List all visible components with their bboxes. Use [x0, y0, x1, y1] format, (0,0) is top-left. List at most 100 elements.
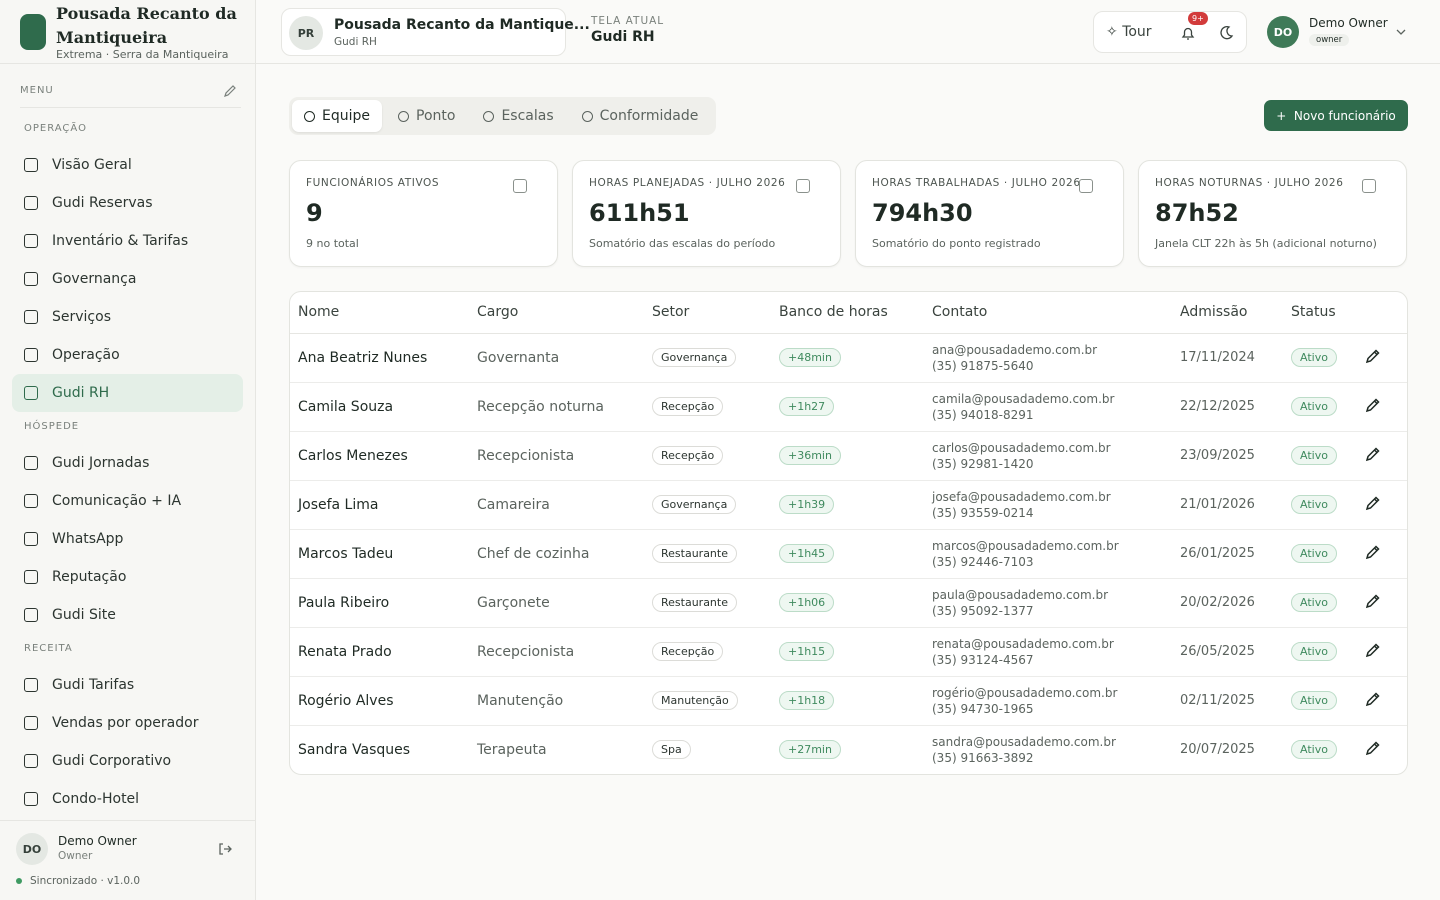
nav-item[interactable]: Serviços [12, 298, 243, 336]
sector-badge: Governança [652, 348, 737, 367]
theme-icon[interactable] [1218, 25, 1234, 41]
employees-table: Nome Cargo Setor Banco de horas Contato Admis… [290, 292, 1407, 774]
property-switcher[interactable]: PR Pousada Recanto da Mantique... Gudi R… [281, 8, 590, 56]
edit-icon[interactable] [1365, 691, 1381, 707]
employee-email: rogério@pousadademo.com.br [932, 685, 1118, 700]
nav-item[interactable]: WhatsApp [12, 520, 243, 558]
bank-cell: +1h27 [771, 382, 924, 432]
admission-cell: 20/02/2026 [1172, 578, 1283, 628]
nav-icon [24, 456, 38, 470]
edit-icon[interactable] [1365, 495, 1381, 511]
employee-role: Recepcionista [477, 447, 575, 464]
nav-item[interactable]: Gudi Reservas [12, 184, 243, 222]
admission-cell: 26/05/2025 [1172, 627, 1283, 677]
action-cell [1351, 382, 1407, 432]
employee-name: Paula Ribeiro [298, 594, 390, 611]
employee-name: Marcos Tadeu [298, 545, 394, 562]
nav-icon [24, 234, 38, 248]
action-cell [1351, 529, 1407, 579]
nav-item[interactable]: Operação [12, 336, 243, 374]
chevron[interactable] [1396, 27, 1406, 37]
contact-cell: ana@pousadademo.com.br (35) 91875-5640 [924, 333, 1172, 383]
nav-label: Vendas por operador [52, 715, 199, 731]
tab[interactable]: Equipe [292, 100, 382, 132]
sector-cell: Manutenção [644, 676, 771, 726]
nav-item[interactable]: Gudi Jornadas [12, 444, 243, 482]
admission-date: 21/01/2026 [1180, 497, 1255, 512]
edit-menu-icon[interactable] [223, 84, 237, 98]
edit-icon[interactable] [1365, 642, 1381, 658]
bell-icon[interactable] [1180, 25, 1196, 41]
sector-cell: Recepção [644, 627, 771, 677]
admission-cell: 02/11/2025 [1172, 676, 1283, 726]
logout-icon[interactable] [217, 841, 233, 857]
sector-badge: Recepção [652, 446, 724, 465]
edit-icon[interactable] [1365, 348, 1381, 364]
table-body: Ana Beatriz Nunes Governanta Governança +48… [290, 333, 1407, 774]
bank-cell: +1h15 [771, 627, 924, 677]
nav-label: Reputação [52, 569, 127, 585]
edit-icon[interactable] [1365, 397, 1381, 413]
bank-badge: +1h45 [779, 544, 835, 563]
bank-cell: +27min [771, 725, 924, 774]
tour-button[interactable]: ✧ Tour [1106, 24, 1152, 40]
nav-item[interactable]: Comunicação + IA [12, 482, 243, 520]
nav-item[interactable]: Gudi Tarifas [12, 666, 243, 704]
sector-badge: Governança [652, 495, 737, 514]
nav-label: Gudi RH [52, 385, 110, 401]
nav-icon [24, 158, 38, 172]
employee-email: josefa@pousadademo.com.br [932, 489, 1111, 504]
bank-cell: +1h45 [771, 529, 924, 579]
bank-cell: +1h18 [771, 676, 924, 726]
nav-item[interactable]: Visão Geral [12, 146, 243, 184]
contact-cell: camila@pousadademo.com.br (35) 94018-8291 [924, 382, 1172, 432]
header-user-role: owner [1309, 34, 1350, 46]
header-avatar[interactable]: DO [1267, 16, 1299, 48]
sector-badge: Recepção [652, 642, 724, 661]
bank-cell: +1h06 [771, 578, 924, 628]
role-cell: Recepcionista [469, 627, 644, 677]
edit-icon[interactable] [1365, 544, 1381, 560]
sector-badge: Restaurante [652, 593, 737, 612]
nav-item[interactable]: Inventário & Tarifas [12, 222, 243, 260]
kpi-value: 794h30 [872, 199, 973, 227]
nav-item[interactable]: Reputação [12, 558, 243, 596]
employee-phone: (35) 91875-5640 [932, 358, 1034, 373]
kpi-icon [796, 179, 810, 193]
tab-icon [483, 110, 495, 122]
nav-item[interactable]: Gudi RH [12, 374, 243, 412]
edit-icon[interactable] [1365, 446, 1381, 462]
employee-name: Renata Prado [298, 643, 392, 660]
new-employee-button[interactable]: + Novo funcionário [1264, 100, 1408, 131]
tab[interactable]: Conformidade [570, 100, 711, 132]
nav-icon [24, 678, 38, 692]
current-screen: Gudi RH [591, 29, 655, 45]
nav-item[interactable]: Vendas por operador [12, 704, 243, 742]
kpi-icon [1362, 179, 1376, 193]
tab[interactable]: Ponto [386, 100, 467, 132]
nav-item[interactable]: Gudi Site [12, 596, 243, 634]
edit-icon[interactable] [1365, 740, 1381, 756]
kpi-label: HORAS PLANEJADAS · JULHO 2026 [589, 177, 786, 189]
action-cell [1351, 676, 1407, 726]
nav-item[interactable]: Condo-Hotel [12, 780, 243, 818]
nav-item[interactable]: Governança [12, 260, 243, 298]
nav-item[interactable]: Gudi Corporativo [12, 742, 243, 780]
name-cell: Ana Beatriz Nunes [290, 333, 469, 383]
employee-name: Josefa Lima [298, 496, 379, 513]
edit-icon[interactable] [1365, 593, 1381, 609]
tab[interactable]: Escalas [471, 100, 565, 132]
table-card: Nome Cargo Setor Banco de horas Contato Admis… [289, 291, 1408, 775]
role-cell: Garçonete [469, 578, 644, 628]
bank-badge: +1h39 [779, 495, 835, 514]
sector-badge: Recepção [652, 397, 724, 416]
action-cell [1351, 578, 1407, 628]
admission-cell: 21/01/2026 [1172, 480, 1283, 530]
table-row: Carlos Menezes Recepcionista Recepção +36mi… [290, 431, 1407, 481]
property-avatar: PR [289, 16, 323, 50]
employee-email: renata@pousadademo.com.br [932, 636, 1114, 651]
nav-label: Operação [52, 347, 120, 363]
bank-badge: +27min [779, 740, 841, 760]
admission-date: 02/11/2025 [1180, 693, 1255, 708]
